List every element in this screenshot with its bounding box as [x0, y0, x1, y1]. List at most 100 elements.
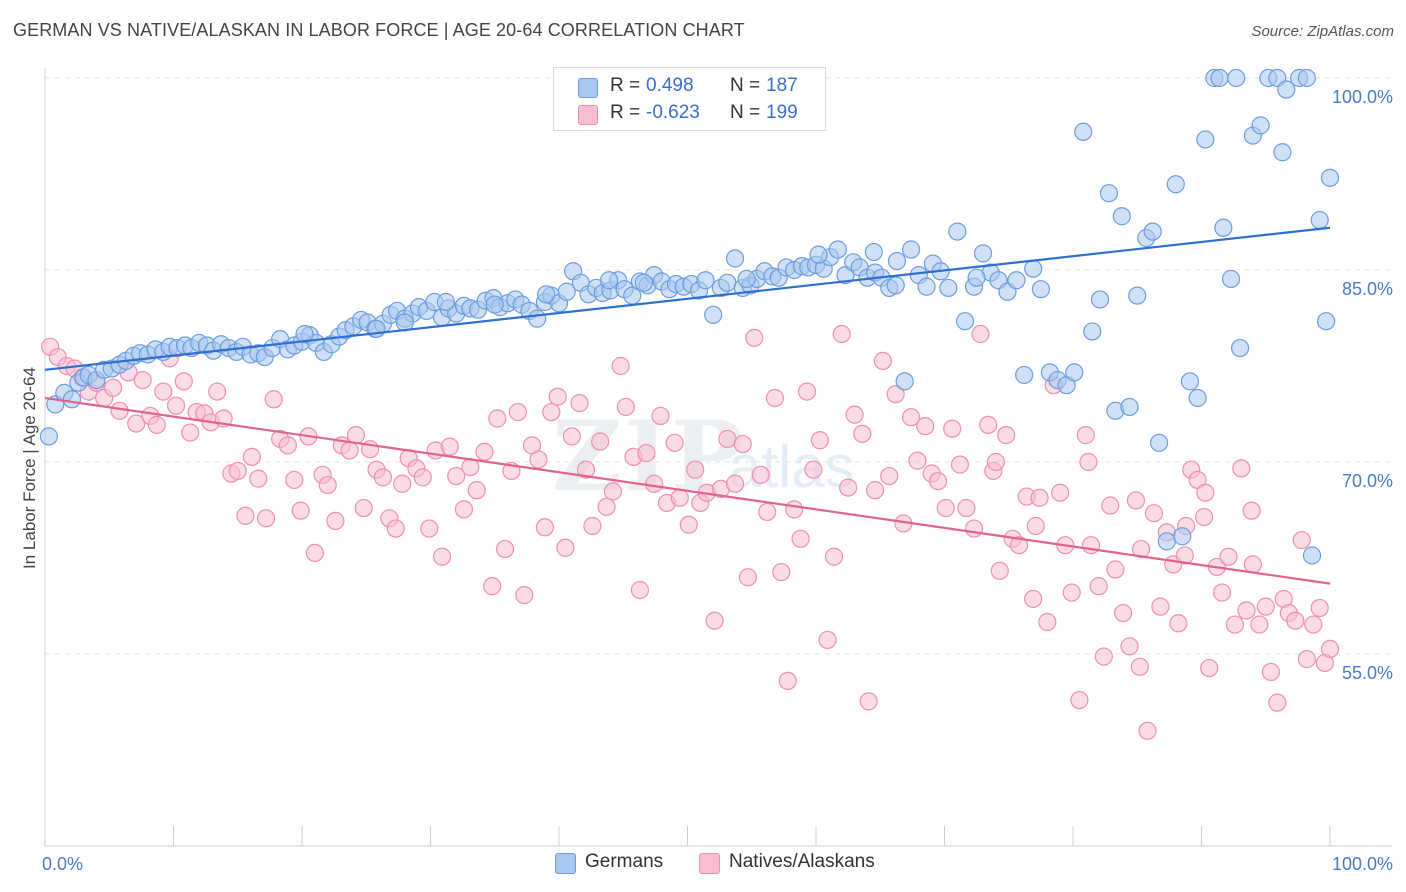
source-label: Source: ZipAtlas.com	[1251, 23, 1394, 40]
natives-point	[556, 538, 575, 557]
natives-point	[127, 414, 146, 433]
natives-point	[535, 518, 554, 537]
bottom-legend-swatch-natives	[699, 853, 720, 874]
germans-point	[1120, 397, 1139, 417]
germans-point	[1149, 433, 1169, 452]
natives-point	[950, 455, 970, 474]
y-tick-label: 55.0%	[1342, 663, 1393, 683]
natives-point	[228, 461, 247, 481]
natives-point	[181, 423, 200, 442]
natives-point	[644, 474, 664, 493]
germans-point	[1297, 68, 1316, 88]
natives-point	[665, 433, 684, 452]
natives-point	[1268, 693, 1287, 712]
natives-point	[249, 469, 268, 488]
germans-point	[1173, 527, 1192, 546]
natives-point	[495, 539, 515, 559]
natives-point	[1286, 611, 1305, 630]
bottom-legend-swatch-germans	[555, 853, 576, 874]
germans-point	[1188, 388, 1207, 408]
germans-trend-line	[44, 226, 1331, 371]
germans-point	[887, 251, 907, 271]
natives-point	[440, 437, 459, 456]
trend-lines	[44, 226, 1331, 585]
germans-point	[436, 292, 456, 312]
natives-point	[291, 501, 310, 520]
natives-point	[651, 406, 670, 426]
germans-point	[1230, 338, 1250, 358]
germans-point	[1024, 259, 1043, 278]
germans-point	[939, 278, 958, 298]
germans-point	[1015, 365, 1034, 385]
natives-point	[853, 424, 872, 443]
legend-r-value: -0.623	[646, 102, 700, 123]
natives-point	[570, 394, 589, 413]
natives-point	[785, 500, 804, 519]
germans-point	[485, 295, 504, 314]
germans-point	[948, 222, 967, 241]
legend-row-germans: R = 0.498 N = 187	[554, 75, 825, 101]
legend-r-label: R =	[610, 102, 641, 123]
natives-point	[705, 611, 724, 630]
natives-point	[1320, 639, 1340, 658]
legend: R = 0.498 N = 187 R = -0.623 N = 199	[553, 67, 826, 131]
natives-point	[765, 388, 784, 408]
germans-point	[1157, 532, 1176, 551]
natives-point	[166, 396, 186, 415]
natives-point	[810, 431, 829, 450]
legend-n-value: 187	[766, 75, 798, 96]
natives-point	[797, 382, 817, 401]
natives-point	[758, 502, 777, 522]
natives-trend-line	[44, 396, 1331, 585]
natives-point	[1212, 583, 1232, 602]
natives-point	[979, 415, 998, 434]
natives-point	[745, 328, 764, 347]
natives-point	[1089, 577, 1108, 596]
natives-point	[154, 382, 173, 401]
natives-point	[772, 562, 791, 582]
germans-point	[1166, 175, 1185, 194]
natives-point	[845, 405, 864, 424]
natives-point	[1062, 583, 1081, 602]
natives-point	[1232, 459, 1251, 478]
germans-point	[828, 240, 847, 259]
natives-point	[1101, 496, 1120, 515]
natives-point	[1225, 615, 1245, 634]
natives-point	[1297, 650, 1316, 669]
legend-n-label: N =	[730, 102, 761, 123]
germans-point	[634, 273, 653, 292]
natives-point	[326, 511, 345, 530]
legend-n-value: 199	[766, 102, 798, 123]
natives-point	[548, 387, 567, 406]
natives-point	[340, 441, 359, 460]
natives-point	[603, 482, 623, 501]
natives-point	[986, 452, 1006, 472]
natives-point	[679, 515, 698, 534]
germans-point	[1317, 312, 1336, 331]
natives-point	[256, 509, 276, 528]
natives-point	[670, 488, 689, 507]
natives-point	[751, 465, 770, 484]
natives-point	[916, 417, 935, 436]
bottom-legend-label-natives: Natives/Alaskans	[729, 851, 875, 872]
germans-point	[809, 245, 828, 264]
natives-point	[936, 498, 955, 518]
natives-point	[236, 506, 255, 525]
natives-point	[733, 434, 752, 454]
natives-point	[839, 478, 858, 497]
natives-point	[354, 498, 373, 518]
natives-point	[1120, 637, 1139, 656]
natives-point	[413, 468, 432, 487]
natives-point	[637, 443, 656, 463]
germans-point	[537, 285, 556, 304]
germans-point	[1210, 68, 1229, 88]
natives-point	[1038, 612, 1057, 632]
legend-swatch-natives	[578, 105, 598, 125]
germans-point	[1221, 269, 1241, 289]
natives-point	[393, 474, 412, 493]
y-axis-title: In Labor Force | Age 20-64	[20, 367, 39, 569]
germans-point	[1143, 222, 1162, 241]
germans-point	[1251, 116, 1270, 135]
natives-point	[1132, 539, 1151, 559]
